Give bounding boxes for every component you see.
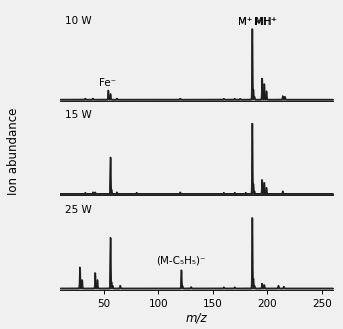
Text: 15 W: 15 W <box>66 110 92 120</box>
Text: (M-C₅H₅)⁻: (M-C₅H₅)⁻ <box>156 256 206 266</box>
Text: MH⁺: MH⁺ <box>255 17 277 27</box>
Text: M⁺: M⁺ <box>238 16 252 27</box>
Text: Ion abundance: Ion abundance <box>7 108 20 195</box>
Text: 10 W: 10 W <box>66 16 92 26</box>
Text: Fe⁻: Fe⁻ <box>99 78 117 88</box>
Text: MH⁺: MH⁺ <box>254 16 276 27</box>
Text: M⁺: M⁺ <box>238 17 252 27</box>
Text: 25 W: 25 W <box>66 205 92 215</box>
X-axis label: m/z: m/z <box>186 311 207 324</box>
